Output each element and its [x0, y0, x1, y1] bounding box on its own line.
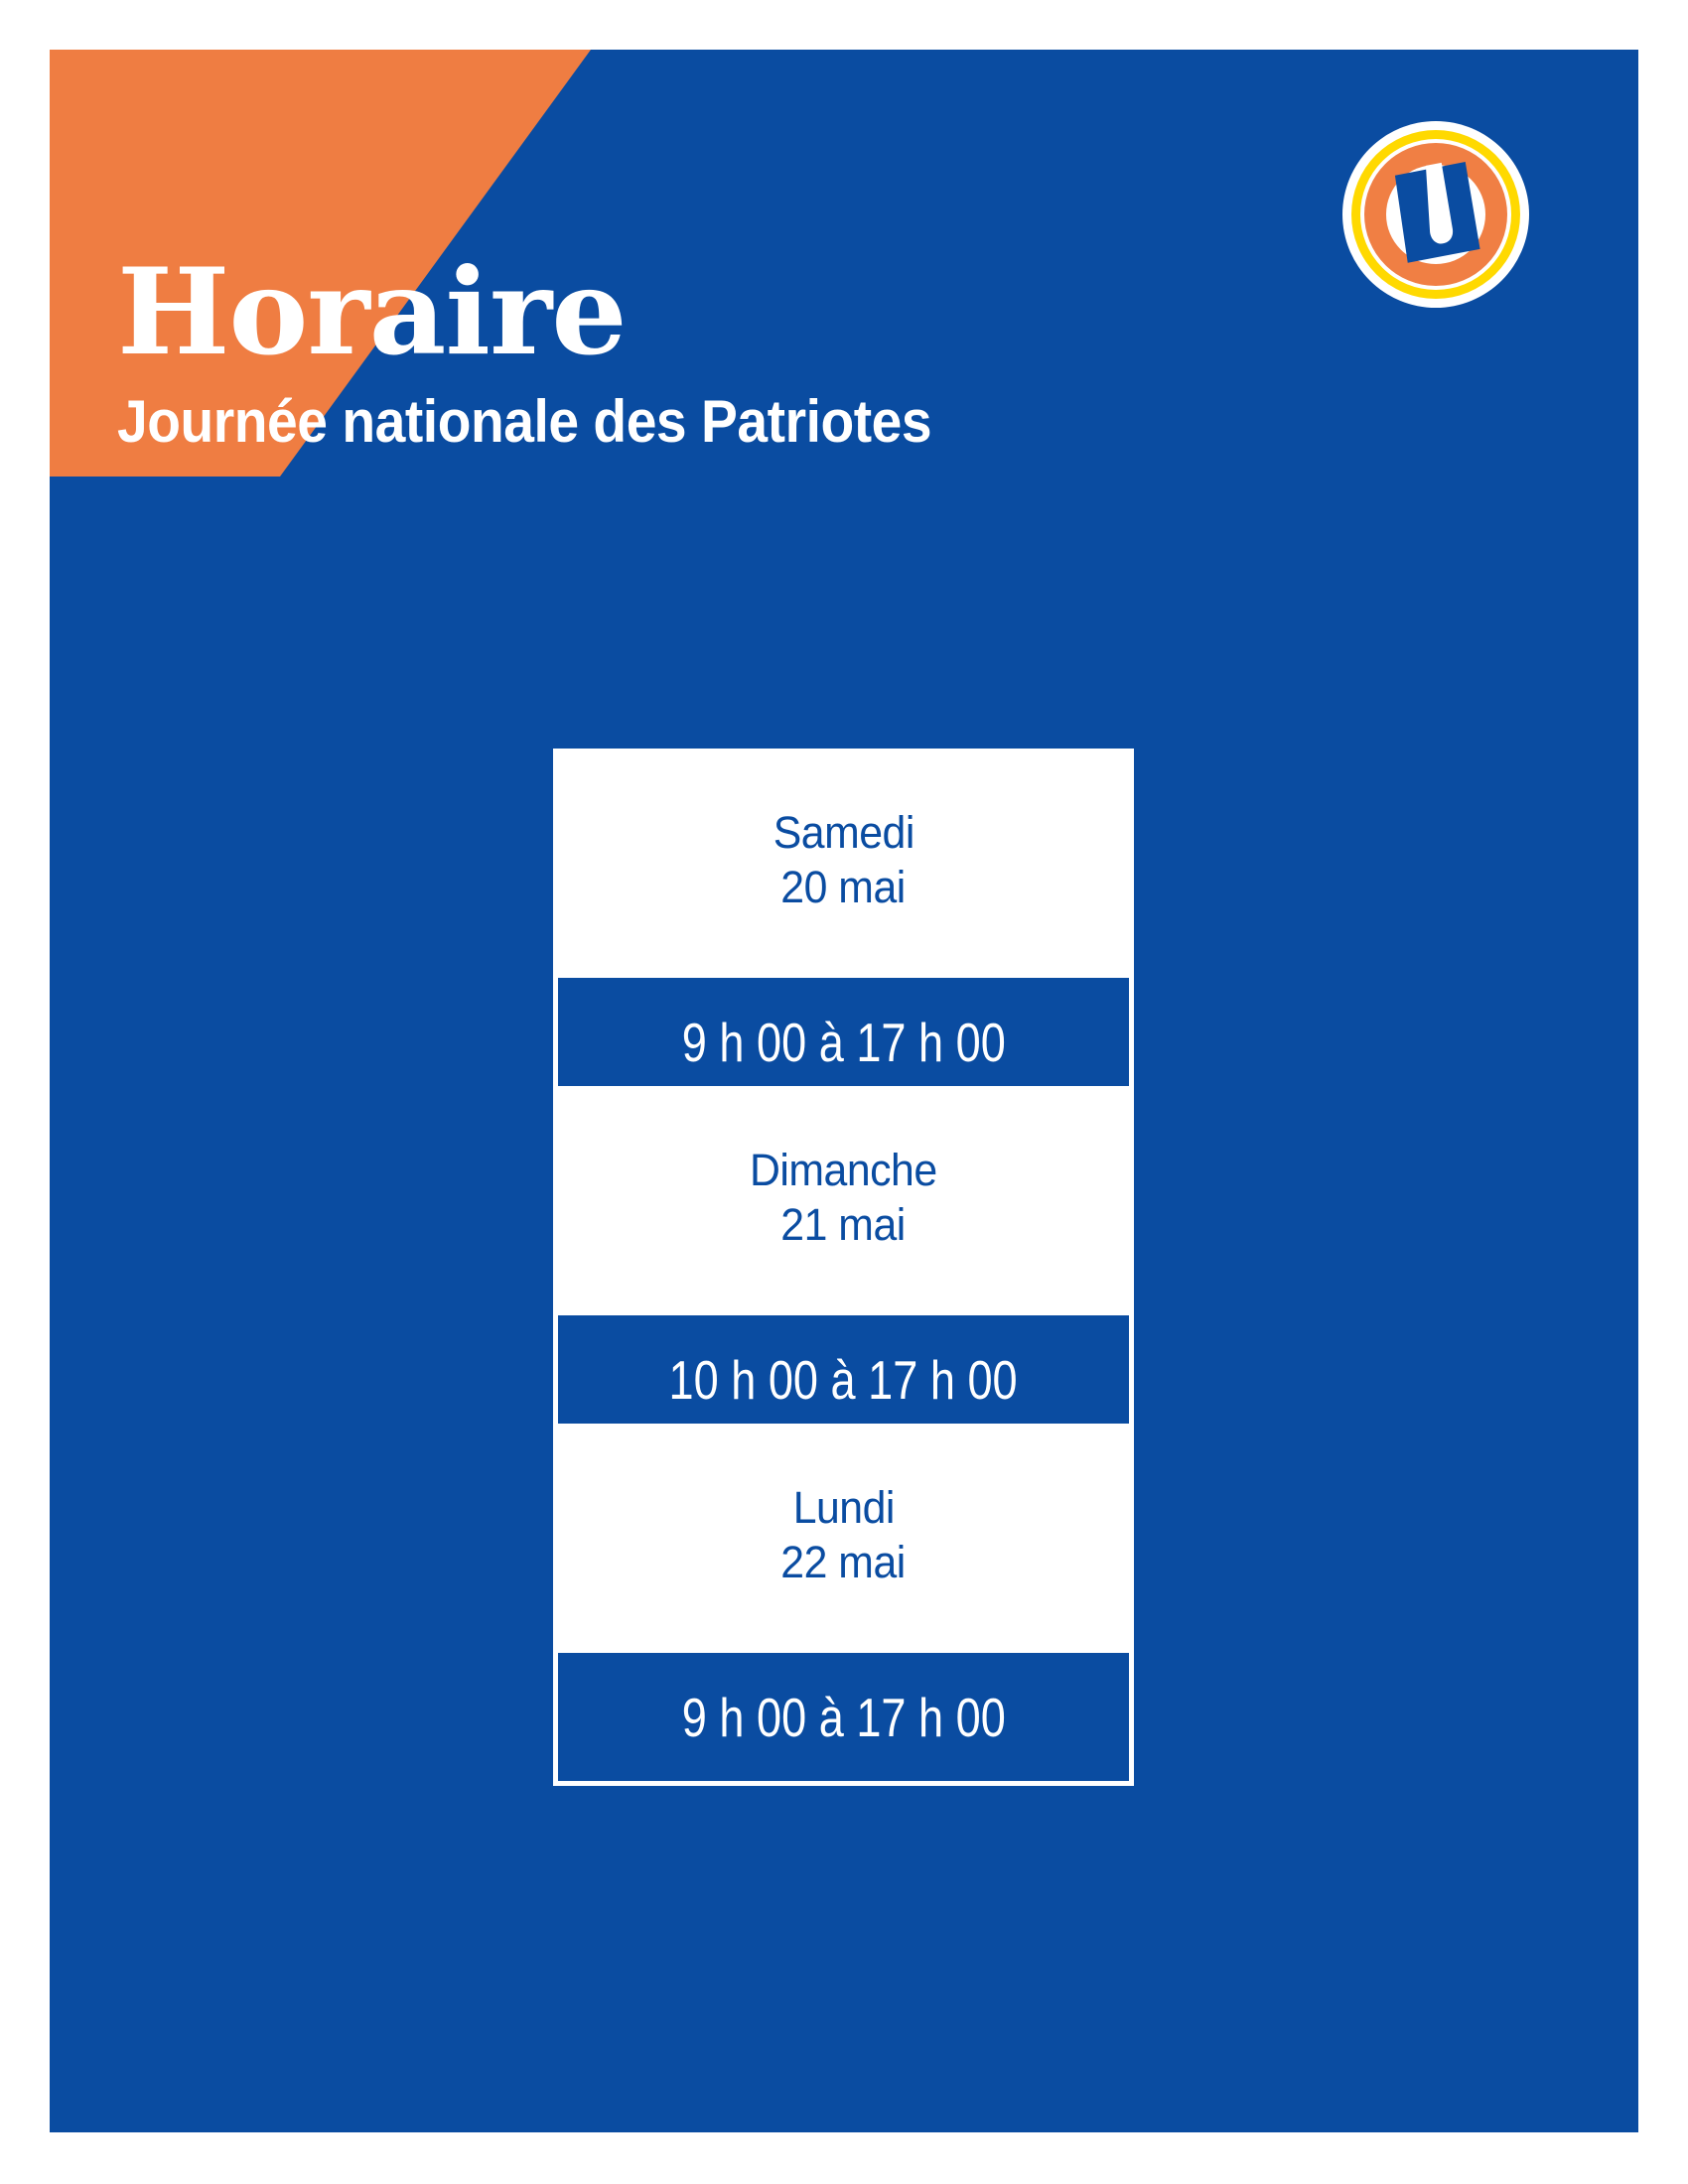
schedule-card-day-header: Lundi 22 mai — [553, 1424, 1134, 1648]
schedule-card-hours: 9 h 00 à 17 h 00 — [681, 1011, 1006, 1073]
schedule-card-day-name: Dimanche — [750, 1145, 937, 1196]
schedule-card: Dimanche 21 mai 10 h 00 à 17 h 00 — [553, 1086, 1134, 1448]
page-title: Horaire — [117, 242, 628, 382]
schedule-card: Samedi 20 mai 9 h 00 à 17 h 00 — [553, 749, 1134, 1111]
schedule-card-hours: 10 h 00 à 17 h 00 — [668, 1348, 1019, 1411]
title-block: Horaire Journée nationale des Patriotes — [117, 242, 1607, 455]
universite-laval-u-logo — [1340, 119, 1531, 310]
schedule-card-day-date: 22 mai — [780, 1537, 907, 1587]
schedule-card-hours-band: 9 h 00 à 17 h 00 — [553, 1648, 1134, 1786]
schedule-card-day-date: 20 mai — [780, 862, 907, 912]
schedule-card-day-name: Samedi — [773, 807, 914, 859]
blue-background-panel: Horaire Journée nationale des Patriotes … — [50, 50, 1638, 2132]
schedule-card-list: Samedi 20 mai 9 h 00 à 17 h 00 Dimanche … — [50, 50, 1638, 2132]
schedule-card: Lundi 22 mai 9 h 00 à 17 h 00 — [553, 1424, 1134, 1786]
schedule-card-day-date: 21 mai — [780, 1199, 907, 1250]
schedule-card-day-name: Lundi — [792, 1482, 895, 1534]
page-subtitle: Journée nationale des Patriotes — [117, 388, 932, 455]
schedule-card-day-header: Dimanche 21 mai — [553, 1086, 1134, 1310]
schedule-card-day-header: Samedi 20 mai — [553, 749, 1134, 973]
schedule-card-hours: 9 h 00 à 17 h 00 — [681, 1686, 1006, 1748]
